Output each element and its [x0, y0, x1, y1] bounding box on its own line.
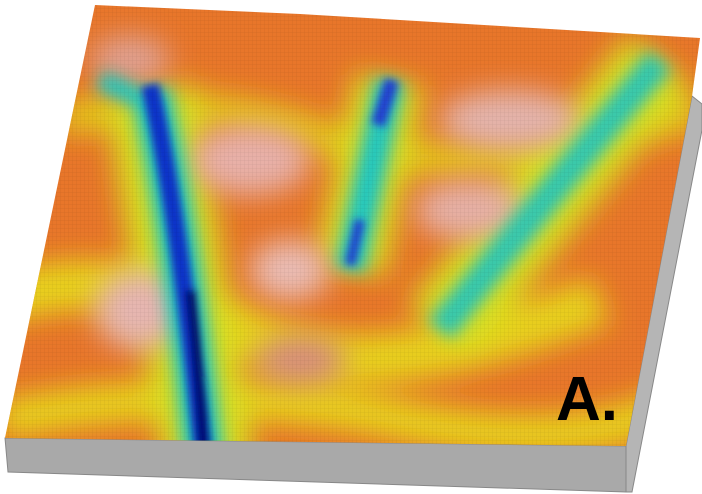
panel-label: A. — [556, 365, 618, 434]
front-face — [5, 438, 626, 492]
page: {"label": "A."} — [0, 0, 702, 494]
terrain-rendering: A. — [0, 0, 702, 494]
